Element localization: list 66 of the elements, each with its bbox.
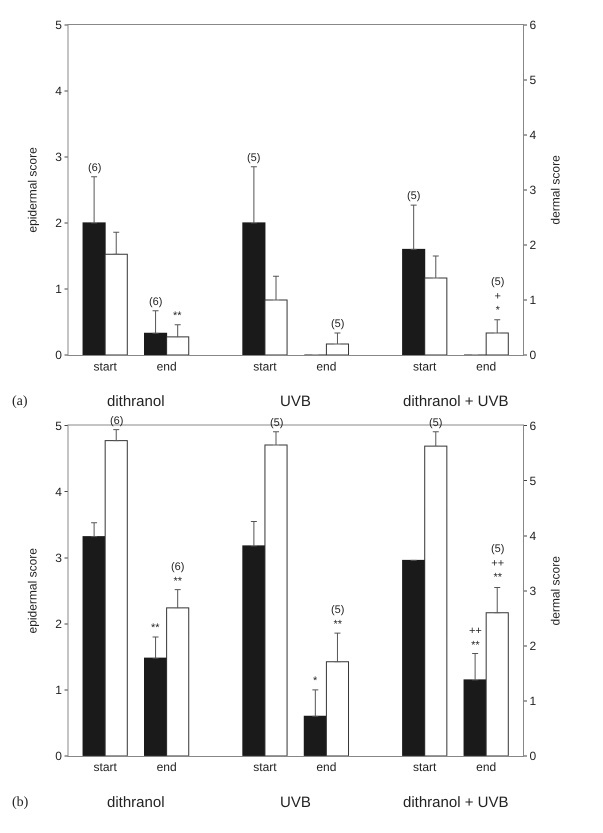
y2-tick-label: 5 [529, 73, 536, 88]
x-tick-label: start [253, 359, 278, 374]
y-axis-title: epidermal score [26, 548, 40, 634]
text: dithranol + UVB [403, 794, 508, 811]
y2-tick-label: 5 [529, 474, 536, 488]
annotation: (6) [110, 415, 124, 427]
y2-tick-label: 3 [529, 584, 536, 598]
y-tick-label: 5 [55, 418, 62, 433]
text: dithranol [107, 393, 165, 410]
x-tick-label: start [253, 760, 278, 774]
x-tick-label: end [156, 760, 177, 774]
y-tick-label: 4 [55, 484, 62, 499]
annotation: (5) [407, 190, 420, 202]
y2-tick-label: 0 [529, 348, 536, 362]
text: UVB [280, 794, 311, 811]
x-tick-label: end [156, 359, 177, 374]
annotation: (5) ** [331, 604, 344, 630]
y2-tick-label: 1 [529, 293, 536, 308]
text: (a) [12, 394, 28, 409]
annotation: (5) [331, 318, 344, 330]
y2-axis-title: dermal score [548, 556, 562, 626]
annotation: (6) [88, 162, 102, 174]
y-axis-title: epidermal score [26, 146, 40, 233]
annotation: (5) [247, 152, 260, 164]
y2-tick-label: 6 [529, 418, 536, 433]
y-tick-label: 2 [55, 216, 62, 230]
annotation: ** [173, 310, 182, 322]
y2-tick-label: 4 [529, 528, 536, 543]
text: UVB [280, 393, 311, 410]
y2-tick-label: 2 [529, 639, 536, 653]
y2-tick-label: 2 [529, 238, 536, 252]
y-tick-label: 3 [55, 550, 62, 565]
y-tick-label: 5 [55, 18, 62, 32]
annotation: (5) [429, 417, 442, 429]
y2-tick-label: 0 [529, 749, 536, 764]
x-tick-label: end [316, 359, 336, 374]
x-tick-label: end [476, 760, 496, 774]
x-tick-label: start [94, 359, 118, 374]
y2-tick-label: 6 [529, 18, 536, 32]
x-tick-label: start [94, 760, 118, 774]
annotation: (5) ++ ** [491, 543, 504, 584]
annotation: (6) [149, 296, 162, 308]
x-tick-label: end [476, 359, 496, 374]
annotation: ++ ** [469, 625, 482, 652]
text: (b) [12, 795, 29, 810]
x-tick-label: end [316, 760, 336, 774]
y-tick-label: 2 [55, 616, 62, 631]
annotation: (6) ** [171, 561, 184, 588]
y-tick-label: 0 [55, 348, 62, 362]
y-tick-label: 1 [55, 282, 62, 296]
y2-tick-label: 3 [529, 183, 536, 198]
y-tick-label: 1 [55, 683, 62, 698]
y-tick-label: 4 [55, 84, 62, 98]
x-tick-label: start [413, 359, 438, 374]
annotation: * [313, 675, 318, 687]
annotation: ** [151, 622, 160, 634]
annotation: (5) [270, 417, 284, 429]
text: dithranol + UVB [403, 393, 508, 410]
y2-axis-title: dermal score [548, 154, 562, 225]
text: dithranol [107, 794, 165, 811]
x-tick-label: start [413, 760, 438, 774]
annotation: (5) + * [491, 276, 504, 317]
y-tick-label: 0 [55, 749, 62, 764]
y2-tick-label: 1 [529, 694, 536, 708]
y-tick-label: 3 [55, 150, 62, 164]
y2-tick-label: 4 [529, 128, 536, 142]
